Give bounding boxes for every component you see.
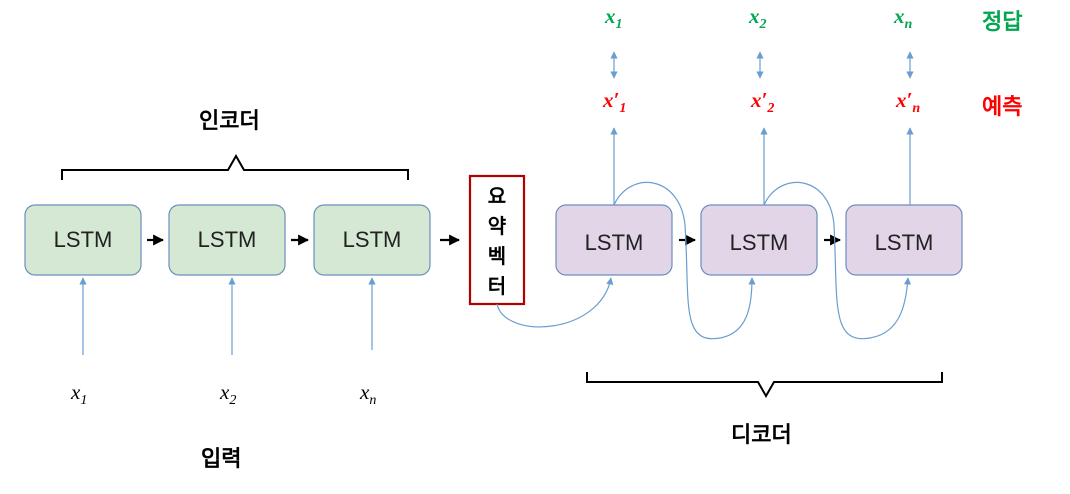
decoder-brace [586, 372, 943, 399]
summary-char-2: 약 [487, 214, 507, 238]
decoder-lstm-1-label: LSTM [584, 230, 644, 255]
answer-x2: x2 [749, 4, 767, 33]
encoder-lstm-2-label: LSTM [197, 227, 257, 252]
encoder-lstm-2 [168, 204, 286, 276]
encoder-label: 인코더 [199, 108, 260, 133]
decoder-lstm-2 [700, 204, 818, 276]
encoder-lstm-1 [24, 204, 142, 276]
answer-xn: xn [894, 4, 913, 33]
feedback-loop-2 [763, 181, 912, 340]
encoder-brace [61, 153, 409, 180]
summary-char-1: 요 [487, 184, 507, 208]
answer-label: 정답 [982, 9, 1023, 34]
decoder-lstm-3-label: LSTM [874, 230, 934, 255]
input-label: 입력 [201, 446, 242, 471]
encoder-lstm-1-label: LSTM [53, 227, 113, 252]
feedback-loop-1 [613, 181, 756, 340]
prediction-x1: x′1 [603, 88, 627, 117]
prediction-label: 예측 [982, 94, 1023, 119]
summary-char-4: 터 [487, 274, 507, 298]
input-xn: xn [360, 380, 377, 409]
decoder-lstm-3 [845, 204, 963, 276]
answer-x1: x1 [605, 4, 623, 33]
decoder-lstm-2-label: LSTM [729, 230, 789, 255]
encoder-lstm-3-label: LSTM [342, 227, 402, 252]
input-x2: x2 [220, 380, 237, 409]
decoder-label: 디코더 [731, 422, 792, 447]
prediction-xn: x′n [896, 88, 921, 117]
summary-char-3: 벡 [487, 244, 507, 268]
summary-to-decoder-curve [496, 277, 614, 328]
prediction-x2: x′2 [751, 88, 775, 117]
input-x1: x1 [71, 380, 88, 409]
encoder-lstm-3 [313, 204, 431, 276]
